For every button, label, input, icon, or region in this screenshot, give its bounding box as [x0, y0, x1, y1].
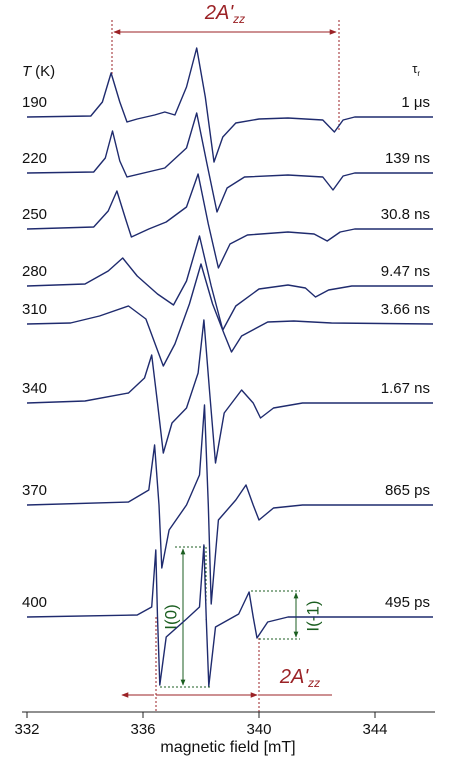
x-axis-label: magnetic field [mT]: [160, 739, 295, 756]
temp-header: T (K): [22, 63, 55, 80]
annotation: I(-1): [303, 600, 322, 631]
x-tick-label: 340: [246, 721, 271, 738]
temperature-label: 310: [22, 301, 47, 318]
temperature-label: 280: [22, 263, 47, 280]
tau-label: 1.67 ns: [381, 380, 430, 397]
annotation-sub: zz: [232, 12, 245, 26]
tau-label: 3.66 ns: [381, 301, 430, 318]
temperature-label: 250: [22, 206, 47, 223]
tau-header: τr: [412, 61, 420, 78]
temp-symbol: T: [22, 63, 33, 80]
annotation: 2A'zz: [204, 2, 245, 26]
x-tick-label: 332: [14, 721, 39, 738]
annotation-sub: zz: [307, 676, 320, 690]
spectrum-line: [26, 544, 433, 687]
x-tick-label: 344: [362, 721, 387, 738]
temperature-label: 190: [22, 94, 47, 111]
spectrum-line: [26, 235, 433, 331]
spectrum-line: [26, 404, 433, 605]
tau-label: 865 ps: [385, 482, 430, 499]
spectrum-line: [26, 319, 433, 464]
temperature-label: 400: [22, 594, 47, 611]
tau-label: 139 ns: [385, 150, 430, 167]
tau-sub: r: [417, 69, 420, 78]
tau-symbol: τ: [412, 61, 418, 76]
tau-label: 9.47 ns: [381, 263, 430, 280]
temp-unit: (K): [35, 63, 55, 80]
annotation-text: 2A': [279, 666, 309, 688]
spectrum-line: [26, 47, 433, 163]
spectrum-line: [26, 112, 433, 213]
spectrum-line: [26, 263, 434, 367]
temperature-label: 370: [22, 482, 47, 499]
x-tick-label: 336: [130, 721, 155, 738]
tau-label: 495 ps: [385, 594, 430, 611]
temperature-label: 220: [22, 150, 47, 167]
tau-label: 30.8 ns: [381, 206, 430, 223]
annotation-text: 2A': [204, 2, 234, 24]
annotation: I(0): [161, 604, 180, 630]
temperature-label: 340: [22, 380, 47, 397]
spectrum-line: [26, 173, 433, 269]
annotation: 2A'zz: [279, 666, 320, 690]
tau-label: 1 μs: [401, 94, 430, 111]
